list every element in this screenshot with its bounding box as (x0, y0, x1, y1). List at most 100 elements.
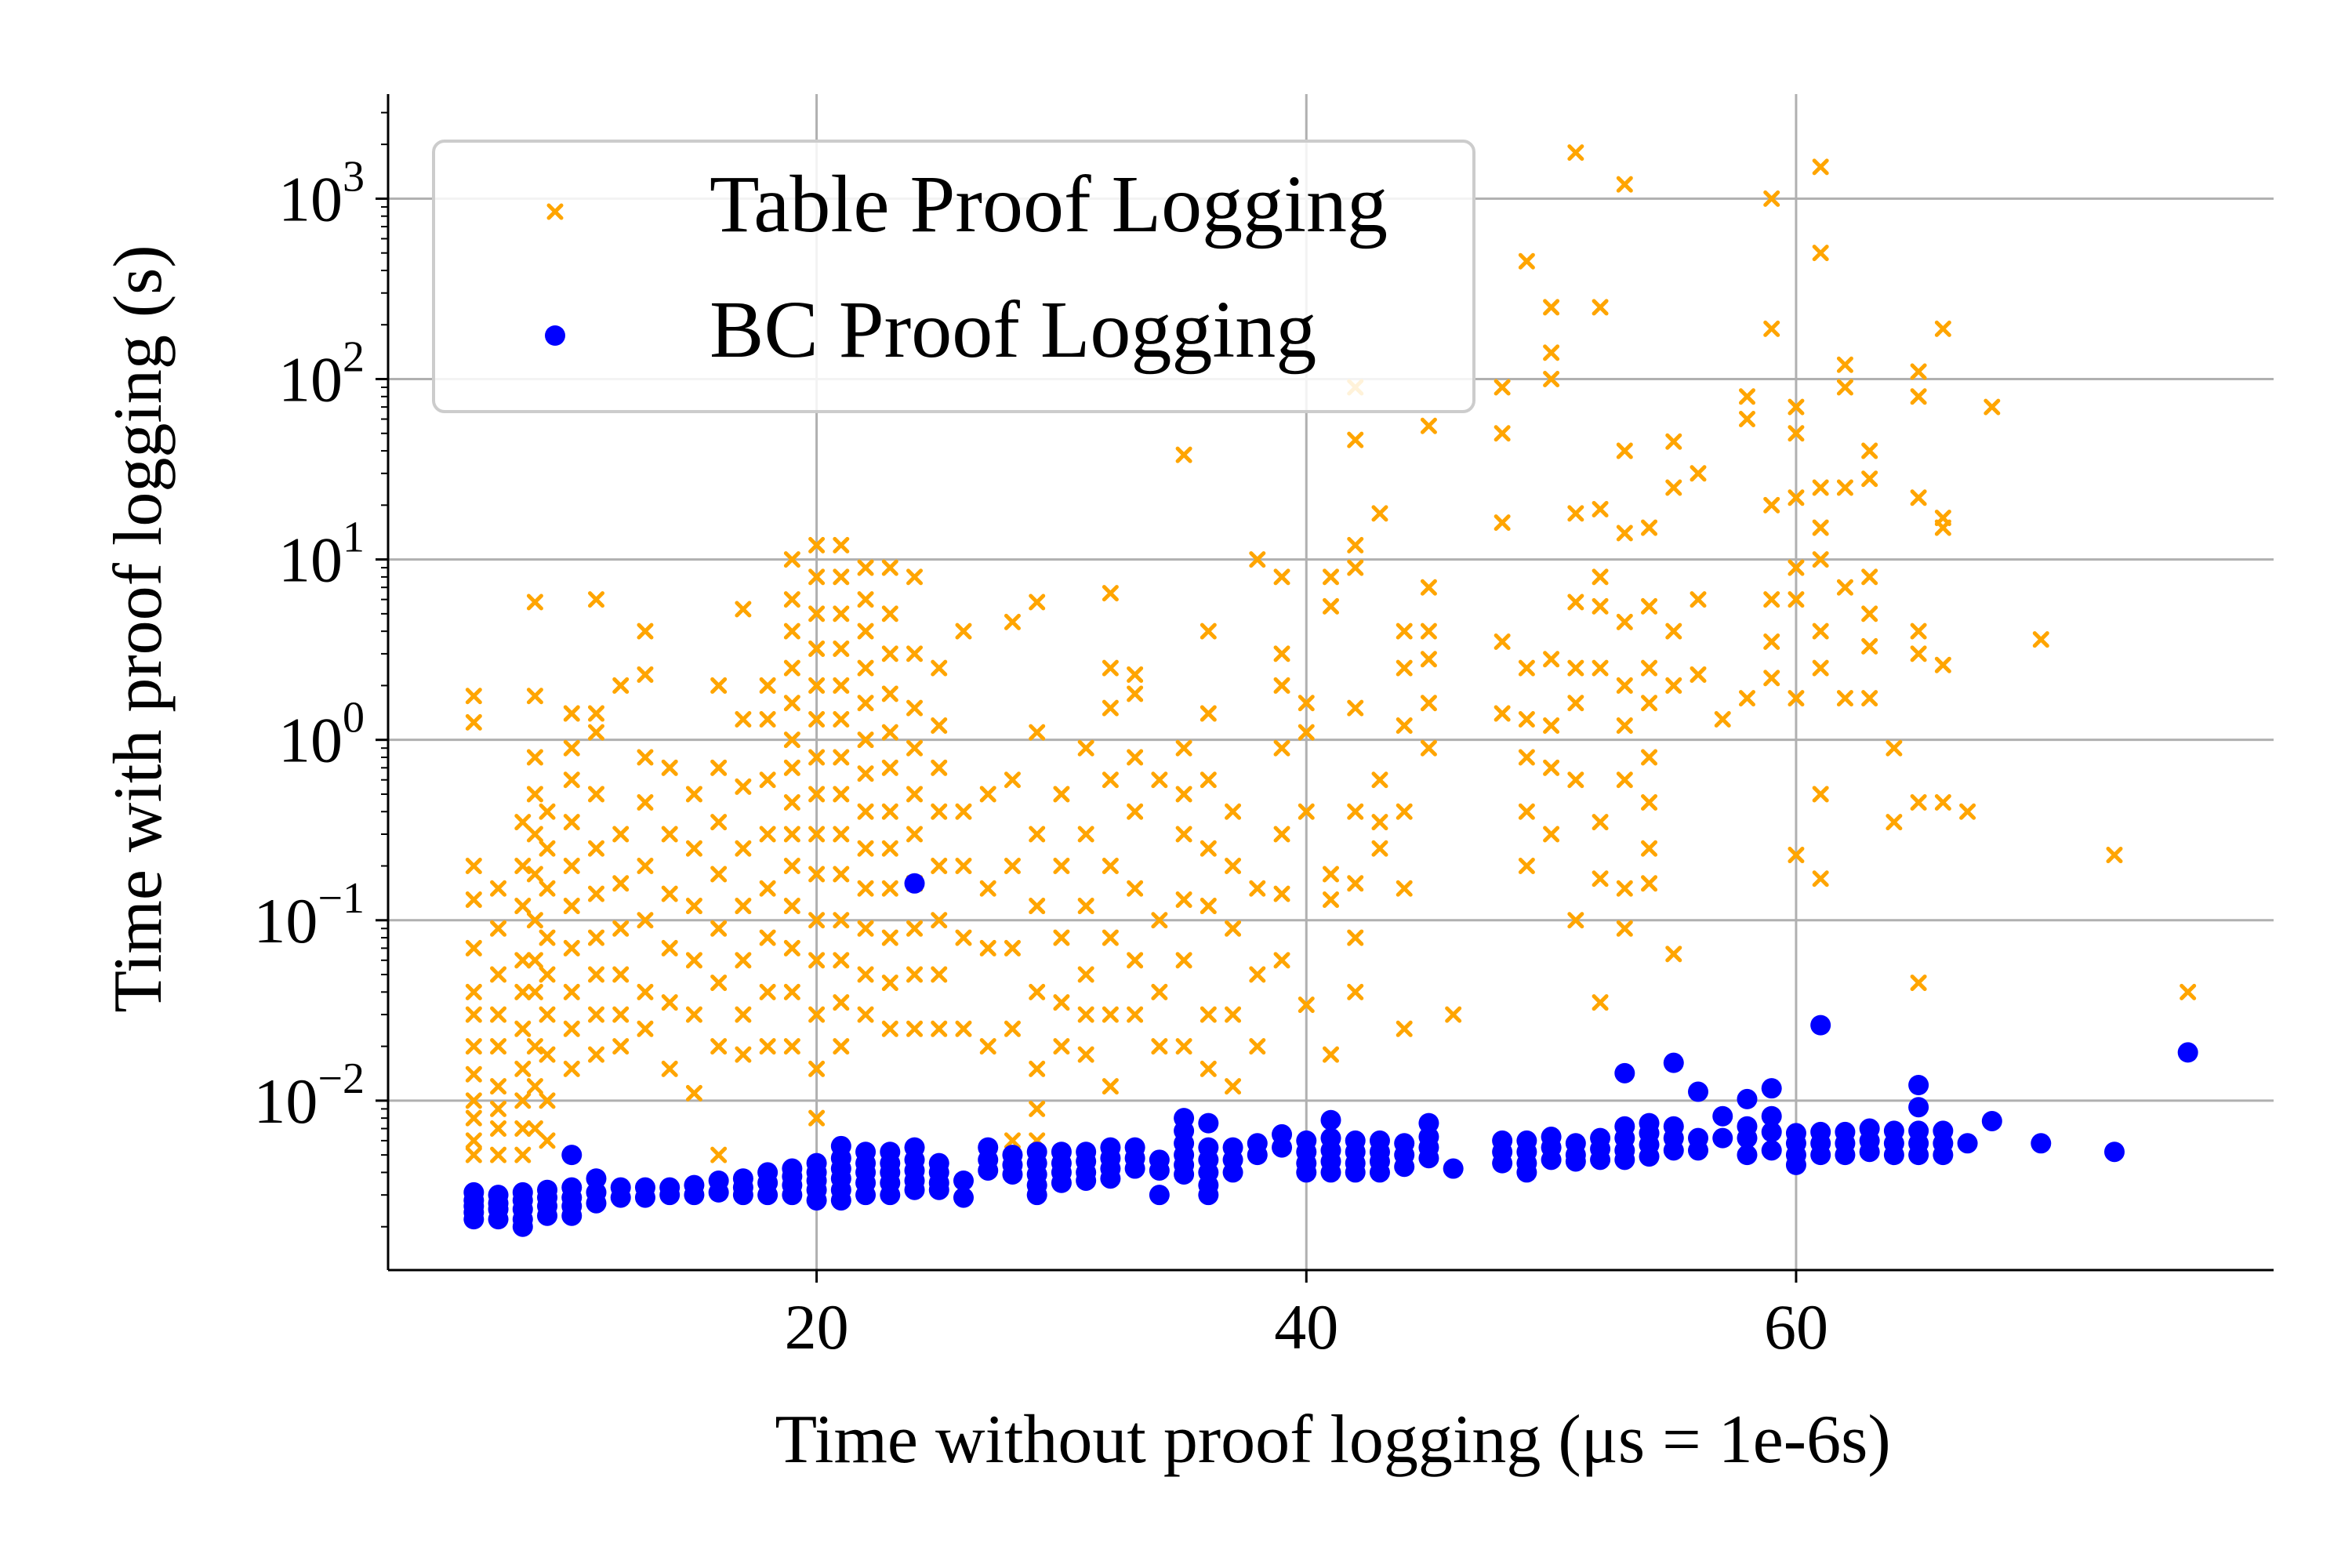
table-proof-logging-point (612, 966, 630, 983)
bc-proof-logging-point (1565, 1151, 1586, 1172)
table-proof-logging-point (1298, 724, 1315, 741)
table-proof-logging-point (526, 1120, 543, 1138)
table-proof-logging-point (1420, 579, 1437, 596)
table-proof-logging-point (685, 786, 702, 803)
table-proof-logging-point (526, 749, 543, 766)
table-proof-logging-point (1420, 622, 1437, 640)
bc-proof-logging-point (463, 1209, 485, 1230)
table-proof-logging-point (526, 688, 543, 705)
table-proof-logging-point (563, 939, 580, 956)
table-proof-logging-point (1273, 568, 1290, 586)
table-proof-logging-point (735, 952, 752, 969)
table-proof-logging-point (1494, 379, 1511, 396)
table-proof-logging-point (931, 717, 948, 734)
table-proof-logging-point (1665, 677, 1682, 694)
table-proof-logging-point (587, 1046, 604, 1063)
bc-proof-logging-point (1051, 1172, 1072, 1193)
table-proof-logging-point (637, 983, 654, 1000)
table-proof-logging-point (857, 966, 874, 983)
table-proof-logging-point (881, 759, 898, 776)
table-proof-logging-point (1347, 559, 1364, 576)
legend-dot-marker (545, 325, 565, 346)
table-proof-logging-point (1910, 388, 1927, 405)
table-proof-logging-point (514, 952, 532, 969)
table-proof-logging-point (1592, 994, 1609, 1011)
table-proof-logging-point (1592, 814, 1609, 831)
table-proof-logging-point (563, 858, 580, 875)
table-proof-logging-point (783, 622, 800, 640)
x-tick-label: 20 (785, 1291, 849, 1363)
table-proof-logging-point (1445, 1006, 1462, 1023)
bc-proof-logging-point (1908, 1097, 1929, 1118)
table-proof-logging-point (881, 929, 898, 946)
table-proof-logging-point (1812, 479, 1829, 496)
table-proof-logging-point (955, 622, 972, 640)
table-proof-logging-point (1494, 514, 1511, 532)
table-proof-logging-point (1396, 803, 1413, 820)
table-proof-logging-point (1665, 479, 1682, 496)
table-proof-logging-point (1102, 1006, 1119, 1023)
table-proof-logging-point (1641, 875, 1658, 892)
y-tick-exponent: 1 (343, 514, 365, 562)
table-proof-logging-point (1175, 1038, 1192, 1055)
table-proof-logging-point (1029, 1100, 1046, 1117)
table-proof-logging-point (1959, 803, 1976, 820)
x-tick-label: 60 (1764, 1291, 1828, 1363)
table-proof-logging-point (1371, 814, 1388, 831)
table-proof-logging-point (1665, 946, 1682, 963)
table-proof-logging-point (1543, 299, 1560, 316)
bc-proof-logging-point (512, 1216, 533, 1237)
table-proof-logging-point (857, 920, 874, 937)
table-proof-logging-point (1200, 1006, 1217, 1023)
table-proof-logging-point (1861, 470, 1878, 488)
table-proof-logging-point (1151, 771, 1168, 789)
table-proof-logging-point (526, 912, 543, 929)
y-tick-base: 10 (278, 524, 343, 596)
table-proof-logging-point (1518, 858, 1535, 875)
table-proof-logging-point (979, 880, 996, 897)
table-proof-logging-point (526, 952, 543, 969)
table-proof-logging-point (1396, 622, 1413, 640)
table-proof-logging-point (1371, 840, 1388, 857)
table-proof-logging-point (1567, 771, 1584, 789)
table-proof-logging-point (783, 1038, 800, 1055)
table-proof-logging-point (759, 1038, 776, 1055)
table-proof-logging-point (1592, 299, 1609, 316)
table-proof-logging-point (783, 759, 800, 776)
bc-proof-logging-point (1222, 1162, 1243, 1183)
table-proof-logging-point (612, 1006, 630, 1023)
table-proof-logging-point (833, 912, 850, 929)
table-proof-logging-point (1102, 858, 1119, 875)
bc-proof-logging-point (928, 1179, 949, 1200)
table-proof-logging-point (1788, 591, 1805, 608)
table-proof-logging-point (906, 645, 924, 662)
bc-proof-logging-point (782, 1185, 803, 1206)
table-proof-logging-point (1567, 912, 1584, 929)
bc-proof-logging-point (1712, 1127, 1733, 1149)
table-proof-logging-point (1004, 1020, 1021, 1037)
bc-proof-logging-point (757, 1185, 779, 1206)
table-proof-logging-point (833, 749, 850, 766)
bc-proof-logging-point (634, 1187, 655, 1208)
table-proof-logging-point (1053, 929, 1070, 946)
table-proof-logging-point (539, 929, 556, 946)
y-tick-exponent: 2 (343, 332, 365, 381)
table-proof-logging-point (808, 1060, 826, 1077)
table-proof-logging-point (465, 1109, 482, 1127)
bc-proof-logging-point (708, 1181, 729, 1203)
table-proof-logging-point (685, 1084, 702, 1102)
bc-proof-logging-point (1785, 1154, 1806, 1175)
table-proof-logging-point (1151, 1038, 1168, 1055)
bc-proof-logging-point (1761, 1078, 1782, 1099)
y-tick-label: 100 (278, 694, 365, 776)
bc-proof-logging-point (1149, 1160, 1170, 1181)
table-proof-logging-point (1788, 690, 1805, 707)
legend: Table Proof Logging BC Proof Logging (432, 140, 1475, 413)
table-proof-logging-point (563, 814, 580, 831)
bc-proof-logging-point (1761, 1105, 1782, 1127)
bc-proof-logging-point (1810, 1014, 1831, 1036)
table-proof-logging-point (1323, 568, 1339, 586)
table-proof-logging-point (906, 826, 924, 843)
table-proof-logging-point (857, 880, 874, 897)
table-proof-logging-point (1175, 739, 1192, 757)
